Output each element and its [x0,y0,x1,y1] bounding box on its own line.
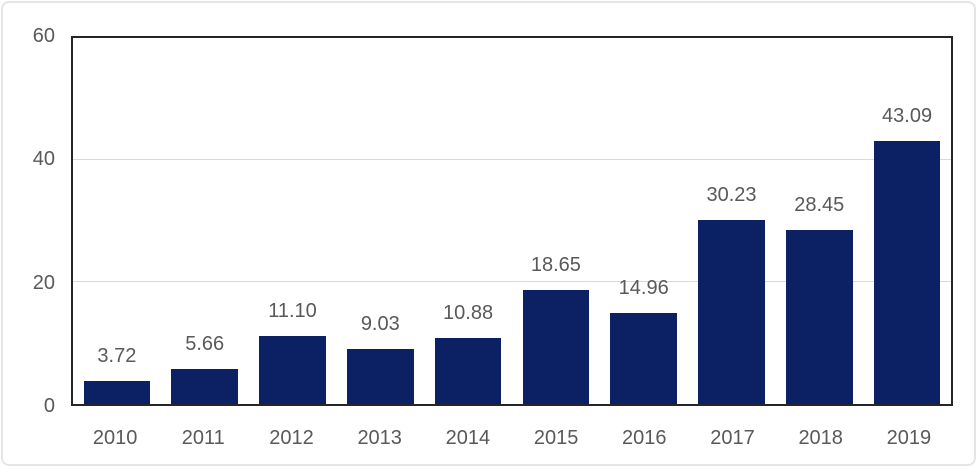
bar-group-2015: 18.65 [512,38,600,404]
bar-value-label: 30.23 [706,183,757,206]
bar-group-2017: 30.23 [688,38,776,404]
x-tick-label: 2014 [445,427,491,449]
gridline-20 [73,281,951,282]
x-tick-label: 2015 [533,427,579,449]
bar-value-label: 5.66 [185,333,225,356]
x-tick-label: 2017 [710,427,755,449]
bar-group-2012: 11.10 [249,38,337,404]
bar-group-2016: 14.96 [600,38,688,404]
bar-value-label: 14.96 [618,276,669,299]
bar-group-2019: 43.09 [863,38,951,404]
y-tick-label: 0 [43,395,55,417]
x-tick-label: 2012 [269,427,314,449]
bar [610,312,678,404]
x-axis: 2010 2011 2012 2013 2014 2015 2016 2017 2018 2019 [71,426,953,454]
bar-group-2010: 3.72 [73,38,161,404]
bar [434,337,502,404]
bar-value-label: 9.03 [360,312,400,335]
y-tick-label: 40 [32,148,55,171]
bar-value-label: 43.09 [882,105,933,128]
x-tick-label: 2019 [886,427,932,449]
x-tick-label: 2013 [357,427,402,449]
bar-value-label: 18.65 [530,254,581,277]
bar-group-2013: 9.03 [336,38,424,404]
y-tick-label: 60 [32,25,55,47]
x-tick-label: 2011 [181,427,225,449]
bar [171,369,239,404]
bar-group-2014: 10.88 [424,38,512,404]
bar-series: 3.72 5.66 11.10 9.03 10.88 18.65 14.96 30.23 28.… [73,38,951,404]
x-tick-label: 2010 [92,427,138,449]
bar [259,336,326,404]
x-tick-label: 2016 [622,427,667,449]
bar-value-label: 11.10 [268,300,317,323]
bar-value-label: 3.72 [97,345,137,368]
plot-area: 3.72 5.66 11.10 9.03 10.88 18.65 14.96 30.23 28.… [71,36,953,406]
bar-value-label: 28.45 [794,194,845,217]
bar-group-2011: 5.66 [161,38,249,404]
bar-group-2018: 28.45 [775,38,863,404]
y-axis: 0 20 40 60 [3,25,55,417]
bar [346,348,414,404]
bar [698,219,765,404]
bar [785,230,853,404]
bar-value-label: 10.88 [443,301,494,324]
bar [83,381,151,404]
x-tick-label: 2018 [798,427,843,449]
bar [522,290,590,404]
y-tick-label: 20 [32,271,55,294]
bar [873,141,941,404]
gridline-40 [73,159,951,160]
